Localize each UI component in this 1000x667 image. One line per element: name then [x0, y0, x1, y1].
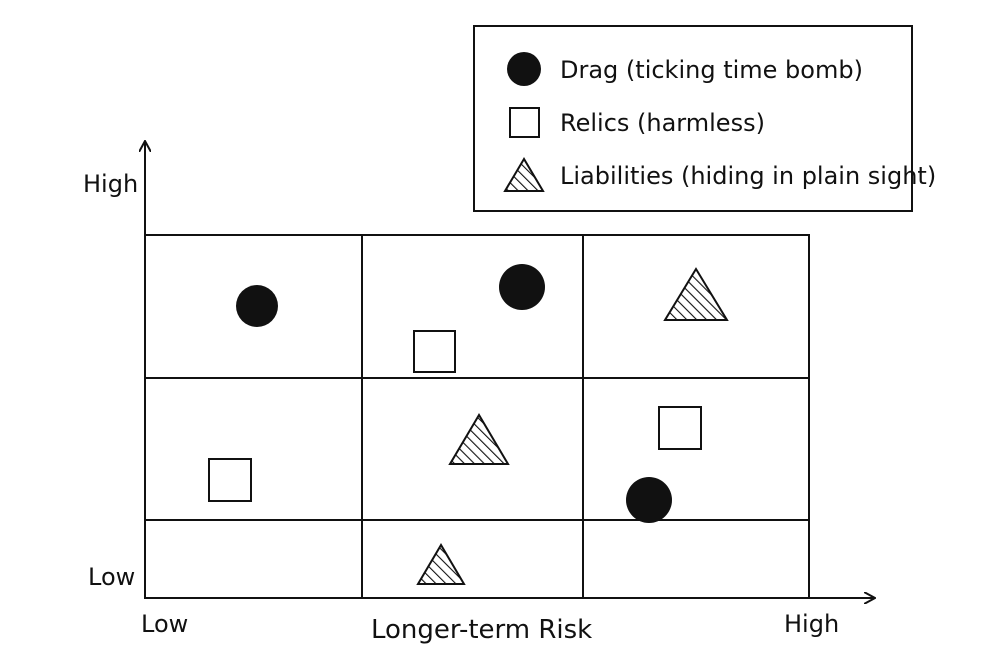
legend-label-liabilities: Liabilities (hiding in plain sight) [560, 162, 936, 190]
drag-marker [626, 477, 672, 523]
legend: Drag (ticking time bomb) Relics (harmles… [473, 25, 936, 212]
x-axis-low-label: Low [141, 610, 188, 638]
liability-marker [416, 543, 466, 585]
x-axis-title: Longer-term Risk [371, 615, 592, 645]
y-axis-low-label: Low [88, 563, 135, 591]
relic-marker [413, 330, 456, 373]
axes: High Low Low High Longer-term Risk [83, 142, 874, 645]
grid-outline [144, 234, 810, 599]
filled-circle-icon [507, 52, 541, 86]
drag-marker [499, 264, 545, 310]
legend-box [473, 25, 913, 212]
relic-marker [658, 406, 702, 450]
plotted-items [208, 264, 729, 585]
grid [144, 234, 810, 599]
relic-marker [208, 458, 252, 502]
legend-item-drag: Drag (ticking time bomb) [507, 52, 863, 86]
liability-marker [663, 267, 729, 321]
legend-label-drag: Drag (ticking time bomb) [560, 56, 863, 84]
hollow-square-icon [509, 107, 540, 138]
legend-label-relics: Relics (harmless) [560, 109, 765, 137]
hatched-triangle-icon [503, 157, 545, 192]
drag-marker [236, 285, 278, 327]
liability-marker [448, 413, 510, 465]
legend-item-liabilities: Liabilities (hiding in plain sight) [503, 157, 936, 192]
x-axis-high-label: High [784, 610, 839, 638]
y-axis-high-label: High [83, 170, 138, 198]
legend-item-relics: Relics (harmless) [509, 107, 765, 138]
